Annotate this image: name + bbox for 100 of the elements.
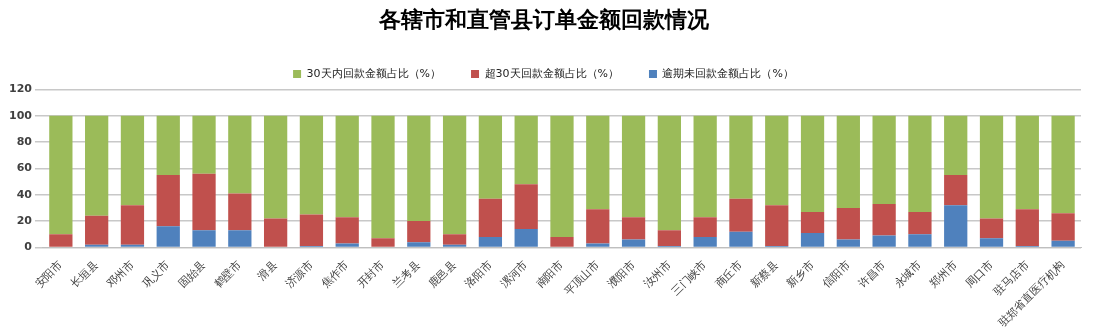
x-tick-label: 济源市 bbox=[283, 258, 316, 291]
x-tick-label: 许昌市 bbox=[855, 258, 889, 291]
bar bbox=[621, 115, 646, 218]
bar bbox=[335, 115, 359, 218]
y-tick-label: 100 bbox=[8, 108, 33, 122]
x-tick-label: 新蔡县 bbox=[748, 258, 781, 291]
bar bbox=[514, 115, 538, 185]
bar bbox=[729, 231, 753, 247]
bar bbox=[478, 115, 503, 199]
bar bbox=[1051, 240, 1075, 247]
bar bbox=[908, 234, 932, 247]
bar bbox=[872, 203, 896, 236]
bar bbox=[407, 115, 431, 222]
x-tick-label: 永城市 bbox=[891, 258, 925, 291]
bar bbox=[478, 236, 503, 247]
bar bbox=[550, 115, 574, 237]
bar bbox=[335, 243, 359, 247]
x-tick-label: 焦作市 bbox=[318, 258, 352, 291]
bar bbox=[1015, 115, 1039, 210]
x-tick-label: 洛阳市 bbox=[462, 258, 495, 291]
y-tick-label: 80 bbox=[16, 134, 33, 148]
x-tick-label: 开封市 bbox=[354, 258, 388, 291]
bar bbox=[49, 234, 73, 247]
x-tick-label: 漯河市 bbox=[497, 258, 531, 291]
bar bbox=[192, 173, 216, 231]
bar bbox=[371, 115, 395, 239]
bar bbox=[228, 193, 252, 231]
bar bbox=[228, 230, 252, 247]
x-tick-label: 鹤壁市 bbox=[211, 258, 244, 291]
bar bbox=[192, 230, 216, 247]
bar bbox=[800, 211, 825, 233]
bar bbox=[586, 243, 610, 247]
bar bbox=[263, 115, 288, 219]
bar bbox=[514, 184, 538, 229]
bar bbox=[621, 217, 646, 240]
bar bbox=[944, 175, 968, 206]
bar bbox=[85, 115, 109, 216]
bar bbox=[120, 115, 145, 206]
bar bbox=[872, 115, 896, 204]
bar bbox=[263, 218, 288, 247]
x-tick-label: 固始县 bbox=[175, 258, 209, 291]
y-tick-label: 120 bbox=[8, 82, 33, 96]
bar bbox=[156, 226, 180, 247]
bar bbox=[765, 205, 789, 247]
bar bbox=[120, 205, 145, 245]
x-tick-label: 郑州市 bbox=[927, 258, 960, 291]
bar bbox=[979, 115, 1004, 219]
legend-label: 逾期未回款金额占比（%） bbox=[662, 66, 794, 80]
bar bbox=[514, 229, 538, 247]
bar bbox=[693, 236, 717, 247]
x-tick-label: 滑县 bbox=[255, 258, 280, 283]
x-tick-label: 信阳市 bbox=[819, 258, 853, 291]
bar bbox=[836, 115, 860, 208]
bar bbox=[621, 239, 646, 247]
bar bbox=[729, 115, 753, 199]
bar bbox=[299, 214, 324, 247]
bar bbox=[872, 235, 896, 247]
bar bbox=[335, 217, 359, 244]
x-tick-label: 商丘市 bbox=[712, 258, 746, 291]
bar bbox=[156, 175, 180, 227]
bar bbox=[550, 236, 574, 247]
x-tick-label: 兰考县 bbox=[390, 258, 423, 291]
bar bbox=[657, 115, 681, 231]
y-tick-label: 20 bbox=[16, 213, 33, 227]
bar bbox=[586, 115, 610, 210]
chart-title: 各辖市和直管县订单金额回款情况 bbox=[377, 6, 710, 32]
bar bbox=[836, 239, 860, 247]
bar bbox=[1051, 213, 1075, 241]
x-tick-label: 安阳市 bbox=[32, 258, 65, 291]
legend-label: 超30天回款金额占比（%） bbox=[484, 66, 619, 80]
bar bbox=[1015, 209, 1039, 247]
bar bbox=[908, 115, 932, 212]
x-tick-label: 三门峡市 bbox=[669, 258, 710, 299]
bar bbox=[800, 115, 825, 212]
y-tick-label: 0 bbox=[24, 240, 33, 254]
bar bbox=[478, 198, 503, 237]
bar bbox=[586, 209, 610, 244]
x-tick-label: 新乡市 bbox=[784, 258, 817, 291]
bar bbox=[299, 115, 324, 215]
bar bbox=[1051, 115, 1075, 214]
x-tick-label: 平顶山市 bbox=[561, 258, 602, 299]
x-tick-label: 濮阳市 bbox=[605, 258, 638, 291]
bar bbox=[693, 115, 717, 218]
bar bbox=[800, 232, 825, 247]
y-tick-label: 60 bbox=[16, 161, 33, 175]
bar bbox=[836, 207, 860, 240]
x-tick-label: 巩义市 bbox=[139, 258, 173, 291]
bar bbox=[156, 115, 180, 176]
y-tick-label: 40 bbox=[16, 187, 33, 201]
bar bbox=[908, 211, 932, 235]
x-tick-label: 邓州市 bbox=[104, 258, 137, 291]
bar bbox=[407, 242, 431, 247]
bar bbox=[765, 115, 789, 206]
bar bbox=[729, 198, 753, 232]
bar bbox=[49, 115, 73, 235]
bar bbox=[371, 238, 395, 247]
bar bbox=[979, 238, 1004, 247]
bar bbox=[979, 218, 1004, 239]
bar bbox=[944, 205, 968, 247]
x-tick-label: 长垣县 bbox=[68, 258, 101, 291]
